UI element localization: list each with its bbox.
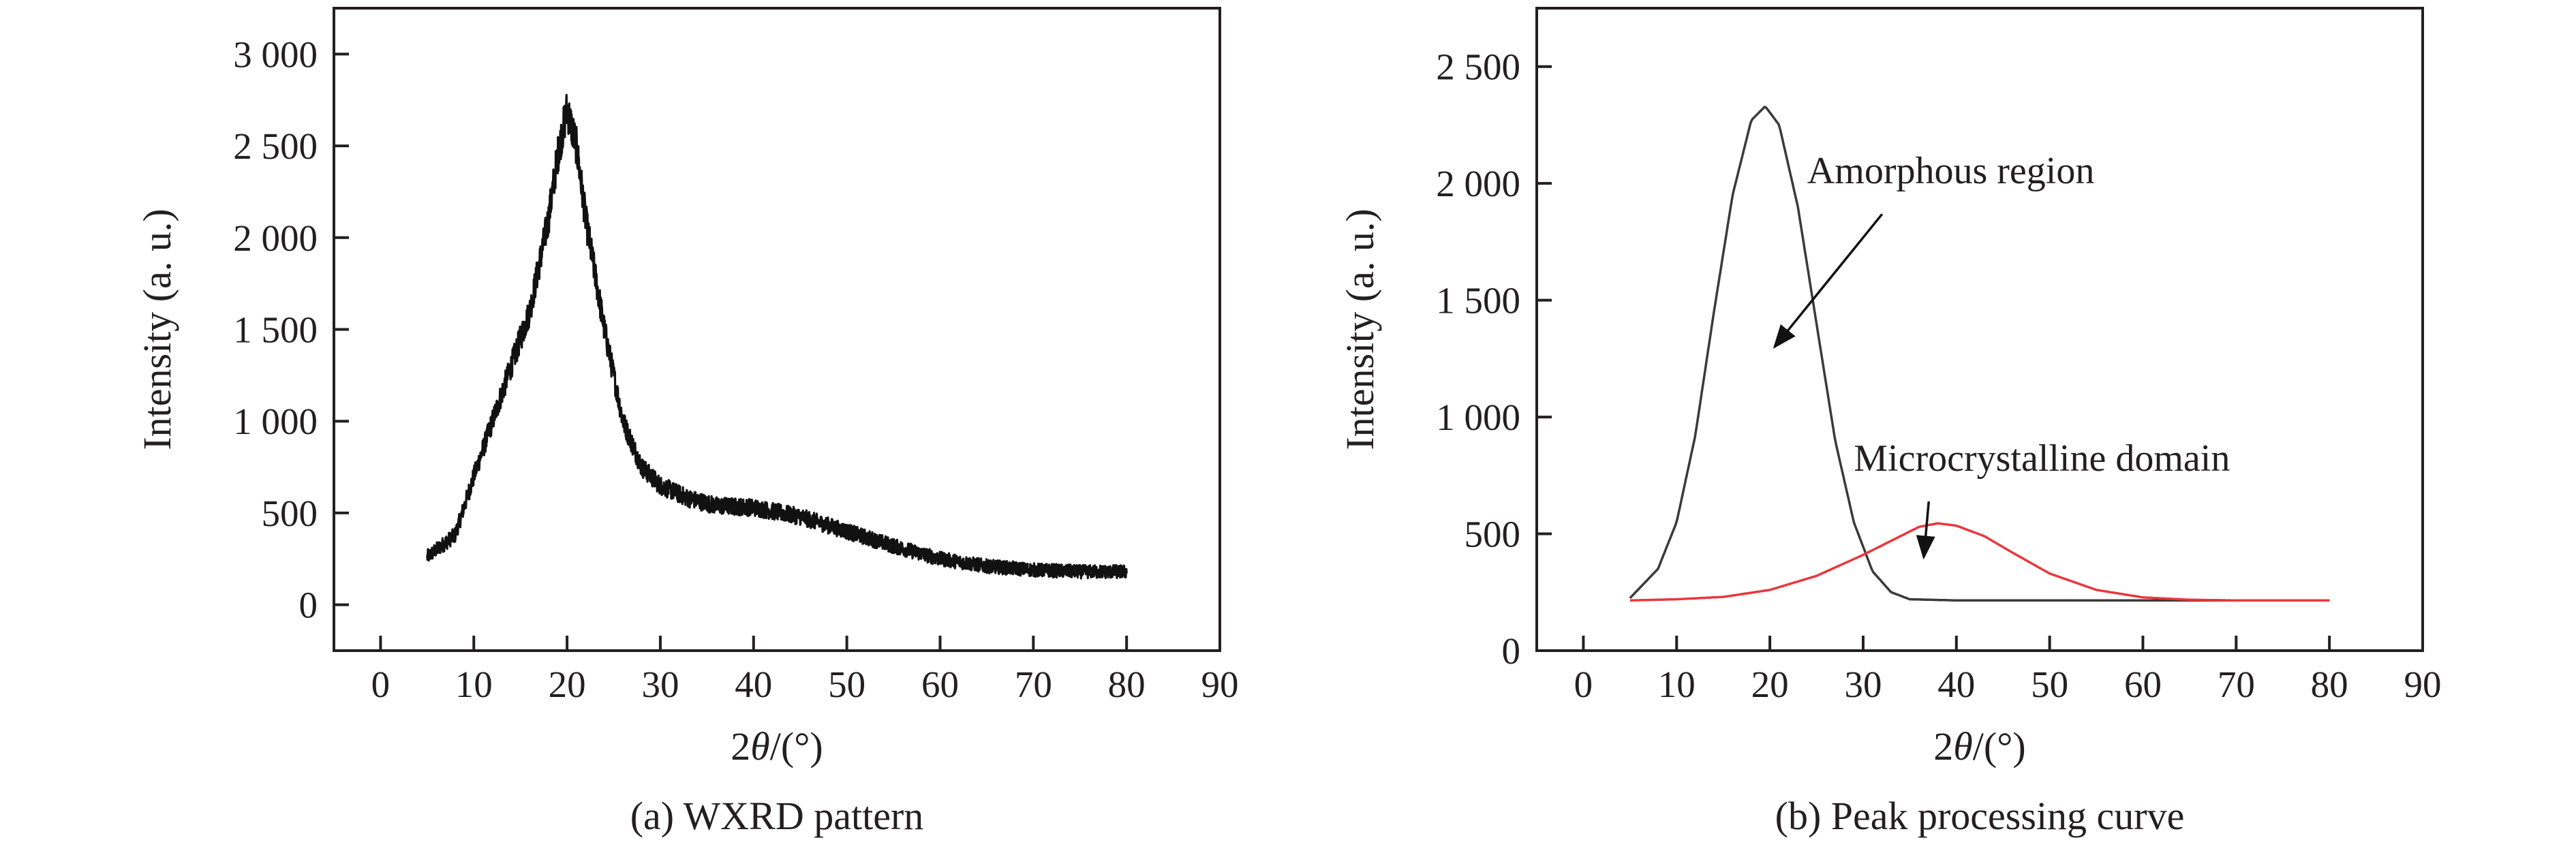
- x-tick-label: 40: [735, 664, 772, 705]
- series-line-wxrd: [426, 93, 1128, 580]
- y-tick-label: 2 500: [233, 125, 318, 167]
- series-line-microcrystalline: [1629, 522, 2330, 602]
- x-tick-label: 10: [1658, 664, 1696, 705]
- annotation-label: Amorphous region: [1807, 150, 2095, 192]
- x-tick-label: 70: [1015, 664, 1052, 705]
- x-ticks-a: 0 10 20 30 40 50 60 70 80 90: [371, 636, 1239, 705]
- x-axis-title-var-b: θ: [1953, 724, 1973, 769]
- y-tick-label: 3 000: [233, 33, 318, 75]
- series-group-a: [426, 93, 1128, 580]
- x-tick-label: 50: [2031, 664, 2068, 705]
- x-tick-label: 0: [1574, 664, 1593, 705]
- x-axis-title-suffix-a: /(°): [770, 724, 823, 769]
- x-tick-label: 90: [2404, 664, 2442, 705]
- x-axis-title-a: 2θ/(°): [731, 724, 823, 769]
- x-ticks-b: 0 10 20 30 40 50 60 70 80 90: [1574, 636, 2442, 705]
- y-axis-title-b: Intensity (a. u.): [1338, 208, 1382, 450]
- annotation-arrow: [1916, 501, 1935, 560]
- x-axis-title-var-a: θ: [750, 724, 770, 769]
- caption-a: (a) WXRD pattern: [630, 794, 924, 838]
- chart-panel-b: 0 500 1 000 1 500 2 000 2 500 0 10 20 30 40 50 60 70…: [1338, 7, 2442, 838]
- x-tick-label: 80: [1108, 664, 1146, 705]
- x-tick-label: 60: [2124, 664, 2162, 705]
- y-tick-label: 500: [1465, 514, 1521, 555]
- chart-panel-a: 0 500 1 000 1 500 2 000 2 500 3 000 0 10 20 30 40 5…: [135, 7, 1239, 838]
- x-axis-title-suffix-b: /(°): [1973, 724, 2026, 769]
- x-tick-label: 40: [1937, 664, 1975, 705]
- x-tick-label: 20: [549, 664, 586, 705]
- y-tick-label: 1 500: [233, 309, 318, 351]
- series-group-b: [1629, 106, 2330, 602]
- y-tick-label: 1 000: [233, 401, 318, 442]
- annotation-arrow: [1773, 213, 1884, 349]
- x-tick-label: 60: [921, 664, 959, 705]
- y-axis-title-a: Intensity (a. u.): [135, 208, 179, 450]
- x-axis-title-b: 2θ/(°): [1933, 724, 2025, 769]
- x-tick-label: 30: [641, 664, 679, 705]
- x-tick-label: 80: [2311, 664, 2348, 705]
- y-ticks-b: 0 500 1 000 1 500 2 000 2 500: [1436, 46, 1552, 672]
- y-tick-label: 2 500: [1436, 46, 1520, 88]
- x-tick-label: 10: [455, 664, 493, 705]
- x-axis-title-prefix-a: 2: [731, 724, 750, 769]
- y-tick-label: 500: [262, 493, 318, 534]
- plot-frame-a: [333, 7, 1221, 652]
- caption-b: (b) Peak processing curve: [1775, 794, 2185, 838]
- x-tick-label: 30: [1844, 664, 1882, 705]
- y-tick-label: 0: [299, 585, 318, 626]
- plot-frame-b: [1535, 7, 2424, 652]
- annotations-b: Amorphous region Microcrystalline domain: [1773, 150, 2230, 560]
- y-tick-label: 2 000: [1436, 163, 1520, 204]
- x-tick-label: 20: [1751, 664, 1789, 705]
- x-tick-label: 90: [1201, 664, 1239, 705]
- x-tick-label: 0: [371, 664, 390, 705]
- y-ticks-a: 0 500 1 000 1 500 2 000 2 500 3 000: [233, 33, 349, 626]
- x-axis-title-prefix-b: 2: [1933, 724, 1953, 769]
- y-tick-label: 2 000: [233, 217, 318, 259]
- y-tick-label: 1 000: [1436, 397, 1520, 438]
- annotation-label: Microcrystalline domain: [1854, 437, 2230, 480]
- y-tick-label: 1 500: [1436, 280, 1520, 322]
- x-tick-label: 50: [828, 664, 865, 705]
- x-tick-label: 70: [2218, 664, 2255, 705]
- y-tick-label: 0: [1502, 630, 1521, 672]
